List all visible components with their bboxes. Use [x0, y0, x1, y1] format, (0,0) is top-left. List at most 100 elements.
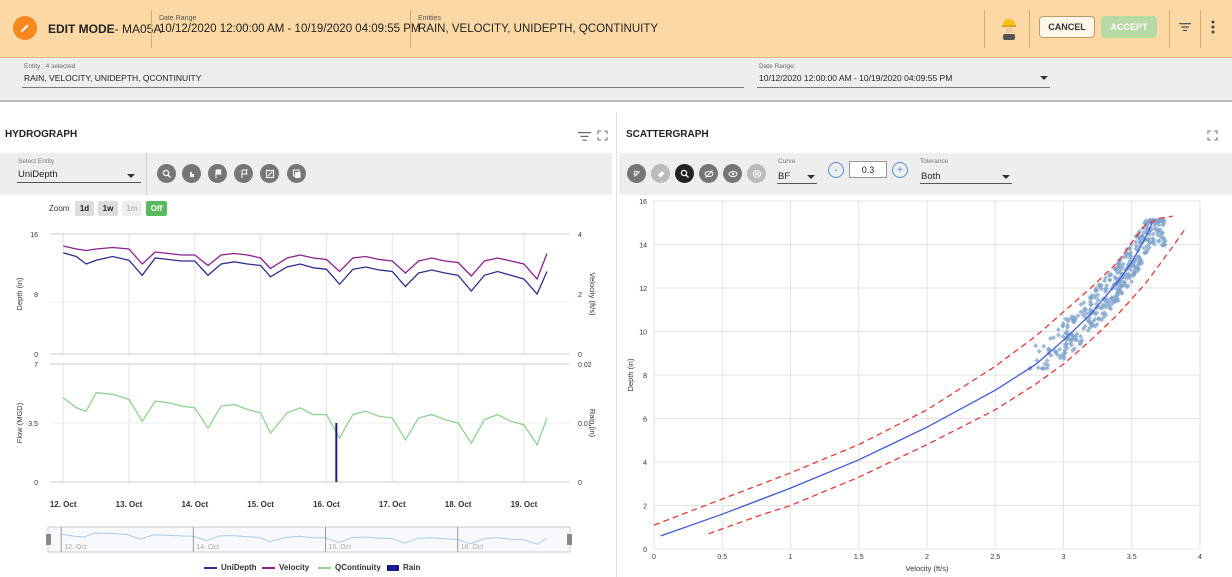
decrement-button[interactable]: -: [828, 162, 844, 178]
select-entity-label: Select Entity: [18, 158, 55, 165]
x-tick-label: 2: [925, 554, 929, 561]
legend-swatch: [262, 566, 275, 569]
select-entity-value[interactable]: UniDepth: [18, 169, 58, 180]
hide-icon[interactable]: [699, 164, 718, 183]
scatter-point: [1063, 330, 1069, 336]
entity-filter-value[interactable]: RAIN, VELOCITY, UNIDEPTH, QCONTINUITY: [24, 73, 202, 83]
edit-mode-label: EDIT MODE: [48, 22, 115, 36]
y-tick-label: 16: [30, 232, 38, 239]
scatter-point: [1152, 223, 1158, 229]
zoom-off-button[interactable]: Off: [146, 201, 167, 216]
scatter-point: [1111, 282, 1117, 288]
filter-icon[interactable]: [1178, 20, 1192, 34]
scatter-point: [1058, 353, 1064, 359]
step-input[interactable]: 0.3: [849, 161, 887, 178]
scatter-point: [1127, 245, 1133, 251]
legend-velocity[interactable]: Velocity: [262, 563, 309, 572]
flag-outline-icon[interactable]: [234, 164, 253, 183]
increment-button[interactable]: +: [892, 162, 908, 178]
fullscreen-icon[interactable]: [1207, 128, 1218, 141]
scatter-point: [1044, 358, 1050, 364]
clear-icon[interactable]: [747, 164, 766, 183]
scatter-point: [1139, 233, 1145, 239]
zoom-icon[interactable]: [157, 164, 176, 183]
tolerance-select-value[interactable]: Both: [921, 171, 941, 182]
accept-button[interactable]: ACCEPT: [1101, 16, 1157, 38]
eraser-icon[interactable]: [651, 164, 670, 183]
x-axis-label: Velocity (ft/s): [906, 564, 949, 573]
zoom-1w-button[interactable]: 1w: [98, 201, 118, 216]
scatter-point: [1119, 264, 1125, 270]
chevron-down-icon[interactable]: [127, 174, 135, 178]
copy-icon[interactable]: [287, 164, 306, 183]
scatter-point: [1098, 286, 1104, 292]
date-filter-value[interactable]: 10/12/2020 12:00:00 AM - 10/19/2020 04:0…: [759, 73, 953, 83]
show-icon[interactable]: [723, 164, 742, 183]
legend-unidepth[interactable]: UniDepth: [204, 563, 257, 572]
filter-bar: [0, 58, 1232, 102]
scatter-point: [1073, 316, 1079, 322]
navigator-frame: [47, 526, 571, 553]
scattergraph-chart[interactable]: 0 0.5 1 1.5 2 2.5 3 3.5 4 0 2 4 6 8 10 12 14 16 Velocity (…: [619, 195, 1232, 577]
scatter-point: [1131, 268, 1137, 274]
legend-label: QContinuity: [335, 563, 381, 572]
more-vert-icon[interactable]: [1208, 19, 1218, 35]
scatter-point: [1154, 219, 1160, 225]
curve-select-value[interactable]: BF: [778, 171, 791, 182]
entity-filter-label: Entity : 4 selected: [24, 63, 76, 70]
chevron-down-icon[interactable]: [1002, 175, 1010, 179]
legend-label: UniDepth: [221, 563, 257, 572]
scatter-point: [1074, 331, 1080, 337]
scatter-point: [1048, 336, 1054, 342]
scatter-point: [1149, 226, 1155, 232]
unidepth-series-line: [63, 252, 548, 296]
legend-qcontinuity[interactable]: QContinuity: [318, 563, 381, 572]
scatter-point: [1117, 285, 1123, 291]
flag-icon[interactable]: [208, 164, 227, 183]
scatter-point: [1150, 231, 1156, 237]
best-fit-curve: [660, 222, 1153, 537]
cancel-button[interactable]: CANCEL: [1039, 16, 1095, 38]
scatter-point: [1081, 300, 1087, 306]
chevron-down-icon[interactable]: [1040, 76, 1048, 80]
worker-icon[interactable]: [997, 16, 1021, 40]
zoom-1d-button[interactable]: 1d: [75, 201, 94, 216]
scatter-point: [1127, 255, 1133, 261]
scatter-point: [1153, 226, 1159, 232]
scatter-point: [1035, 365, 1041, 371]
scatter-point: [1041, 343, 1047, 349]
edit-box-icon[interactable]: [260, 164, 279, 183]
scatter-point: [1082, 323, 1088, 329]
legend-rain[interactable]: Rain: [387, 563, 420, 572]
zoom-icon[interactable]: [675, 164, 694, 183]
scatter-point: [1036, 348, 1042, 354]
scatter-point: [1120, 261, 1126, 267]
scatter-point: [1085, 327, 1091, 333]
edit-mode-title: EDIT MODE- MA05A: [48, 22, 161, 36]
scatter-point: [1075, 313, 1081, 319]
navigator-tick-label: 14. Oct: [196, 544, 219, 551]
scatter-point: [1083, 315, 1089, 321]
pan-icon[interactable]: [182, 164, 201, 183]
zoom-1m-button[interactable]: 1m: [122, 201, 142, 216]
navigator-handle-right: [567, 534, 572, 545]
hydrograph-chart[interactable]: 12. Oct 13. Oct 14. Oct 15. Oct 16. Oct 17. O…: [0, 222, 612, 562]
scatter-point: [1159, 218, 1165, 224]
x-tick-label: 1.5: [854, 554, 864, 561]
y2-tick-label: 0.01: [578, 421, 592, 428]
chevron-down-icon[interactable]: [807, 175, 815, 179]
x-tick-label: 12. Oct: [50, 500, 77, 509]
scatter-point: [1137, 228, 1143, 234]
y2-axis-label: Velocity (ft/s): [588, 273, 597, 316]
x-tick-label: 18. Oct: [445, 500, 472, 509]
fullscreen-icon[interactable]: [597, 128, 608, 141]
scatter-point: [1160, 222, 1166, 228]
scatter-point: [1090, 322, 1096, 328]
navigator-tick-label: 16. Oct: [329, 544, 352, 551]
x-tick-label: 2.5: [990, 554, 1000, 561]
pencil-icon[interactable]: [13, 16, 37, 40]
y-tick-label: 7: [34, 362, 38, 369]
filter-icon[interactable]: [578, 129, 591, 141]
cursor-icon[interactable]: [627, 164, 646, 183]
hydrograph-toolbar: [0, 153, 612, 195]
